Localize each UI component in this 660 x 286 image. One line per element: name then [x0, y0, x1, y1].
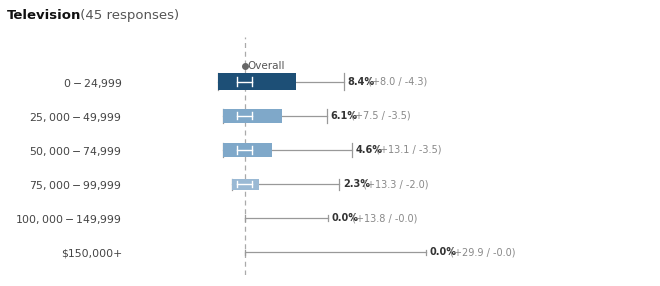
Text: 6.1%: 6.1%: [331, 111, 358, 121]
Text: (+13.1 / -3.5): (+13.1 / -3.5): [372, 145, 441, 155]
Bar: [223, 143, 273, 157]
Text: 0.0%: 0.0%: [332, 213, 359, 223]
Text: (+7.5 / -3.5): (+7.5 / -3.5): [348, 111, 411, 121]
Text: 2.3%: 2.3%: [343, 179, 370, 189]
Text: (+8.0 / -4.3): (+8.0 / -4.3): [364, 77, 427, 87]
Text: (+29.9 / -0.0): (+29.9 / -0.0): [447, 247, 515, 257]
Text: 8.4%: 8.4%: [348, 77, 375, 87]
Bar: [223, 109, 282, 123]
Text: 4.6%: 4.6%: [356, 145, 383, 155]
Bar: [232, 178, 259, 190]
Text: (+13.3 / -2.0): (+13.3 / -2.0): [360, 179, 428, 189]
Text: 0.0%: 0.0%: [430, 247, 457, 257]
Text: Overall: Overall: [248, 61, 285, 71]
Text: (+13.8 / -0.0): (+13.8 / -0.0): [349, 213, 417, 223]
Bar: [218, 73, 296, 90]
Text: Television: Television: [7, 9, 81, 21]
Text: (45 responses): (45 responses): [76, 9, 179, 21]
